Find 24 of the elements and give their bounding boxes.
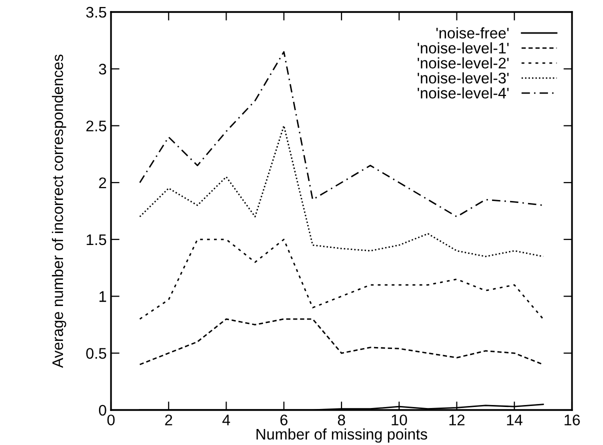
x-axis-title: Number of missing points: [256, 428, 428, 443]
y-tick-label: 0: [98, 404, 106, 416]
legend-label: 'noise-level-1': [418, 42, 509, 54]
y-tick-label: 2.5: [86, 120, 106, 132]
x-tick-label: 16: [564, 414, 580, 426]
x-tick-label: 14: [507, 414, 522, 426]
legend-label: 'noise-level-3': [418, 72, 509, 84]
x-tick-label: 4: [222, 414, 230, 426]
y-tick-label: 0.5: [86, 348, 106, 359]
y-tick-label: 2: [99, 177, 106, 188]
y-tick-label: 3.5: [86, 6, 106, 18]
y-tick-label: 1: [100, 291, 106, 302]
x-tick-label: 8: [338, 414, 346, 426]
y-tick-label: 3: [98, 64, 106, 75]
legend-label: 'noise-level-2': [418, 57, 509, 69]
x-tick-label: 10: [392, 414, 408, 426]
x-tick-label: 2: [165, 414, 172, 426]
x-tick-label: 0: [107, 414, 115, 426]
y-tick-label: 1.5: [86, 234, 106, 246]
legend-label: 'noise-level-4': [418, 87, 509, 99]
x-tick-label: 6: [280, 414, 288, 426]
legend-label: 'noise-free': [436, 27, 509, 38]
y-axis-title: Average number of incorrect correspondences: [52, 54, 66, 368]
x-tick-label: 12: [449, 414, 464, 426]
